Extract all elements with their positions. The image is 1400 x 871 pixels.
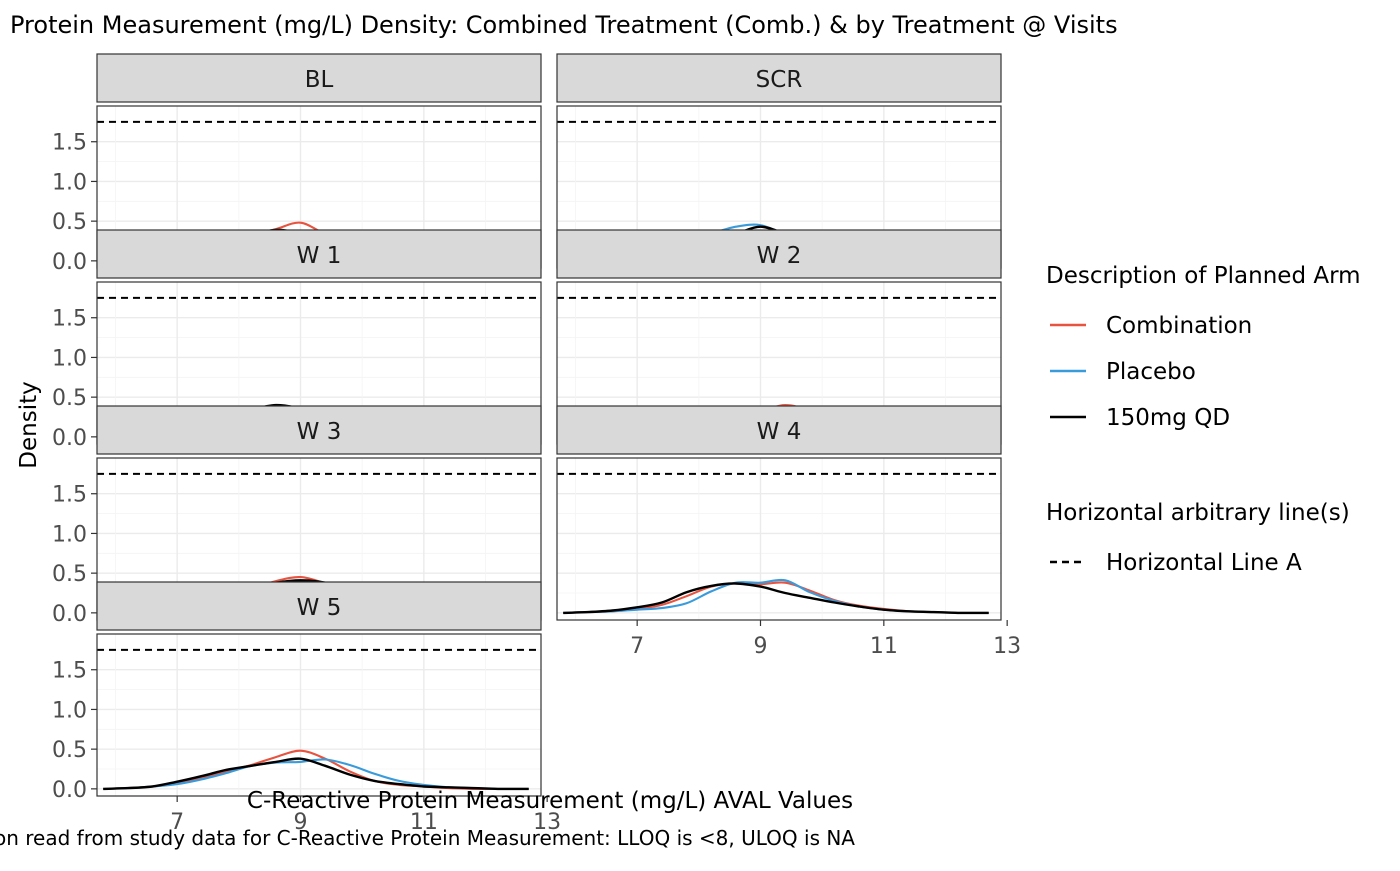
facet-strip xyxy=(96,405,542,455)
y-tick-label: 1.0 xyxy=(52,346,87,371)
panel-border xyxy=(556,457,1002,621)
axes: 0.0 0.5 1.0 1.5 0.0 0.5 1.0 1.5 0.0 0.5 1.0 1.5 0.0 0… xyxy=(52,131,1021,835)
x-tick-label: 9 xyxy=(294,810,308,835)
y-tick-label: 1.5 xyxy=(52,307,87,332)
y-tick-label: 0.0 xyxy=(52,250,87,275)
x-tick-label: 9 xyxy=(754,634,768,659)
x-tick-label: 13 xyxy=(993,634,1021,659)
y-tick-label: 0.5 xyxy=(52,386,87,411)
legend: Description of Planned Arm Combination Pla… xyxy=(1046,263,1361,576)
density-lines xyxy=(103,749,529,791)
facet-strip-label: BL xyxy=(305,67,334,93)
facet-strip-label: W 1 xyxy=(297,243,342,269)
panel-border xyxy=(96,633,542,797)
plot-background xyxy=(557,458,1001,620)
y-tick-label: 1.0 xyxy=(52,170,87,195)
facet-strip xyxy=(556,405,1002,455)
facet-strip-label: W 5 xyxy=(297,595,342,621)
x-tick-label: 11 xyxy=(410,810,438,835)
y-tick-label: 0.0 xyxy=(52,778,87,803)
chart-caption: on read from study data for C-Reactive P… xyxy=(0,826,855,850)
facet-panel-w4: W 4 xyxy=(556,405,1002,621)
facet-strip-label: W 3 xyxy=(297,419,342,445)
facet-strip xyxy=(96,581,542,631)
facet-strip-label: SCR xyxy=(756,67,803,93)
y-tick-label: 0.0 xyxy=(52,426,87,451)
facet-strip-label: W 4 xyxy=(757,419,802,445)
y-tick-label: 1.5 xyxy=(52,659,87,684)
legend-label: Placebo xyxy=(1106,359,1196,385)
y-tick-label: 0.0 xyxy=(52,602,87,627)
facet-strip-label: W 2 xyxy=(757,243,802,269)
x-tick-label: 11 xyxy=(870,634,898,659)
legend-label: 150mg QD xyxy=(1106,405,1230,431)
x-tick-label: 13 xyxy=(533,810,561,835)
y-tick-label: 1.0 xyxy=(52,522,87,547)
legend-title-hline: Horizontal arbitrary line(s) xyxy=(1046,500,1350,526)
x-axis-title: C-Reactive Protein Measurement (mg/L) AV… xyxy=(247,788,853,814)
y-tick-label: 1.5 xyxy=(52,131,87,156)
facet-strip xyxy=(556,229,1002,279)
facet-panels: BL SCR W 1 W 2 W 3 W 4 W 5 xyxy=(96,53,1002,797)
y-tick-label: 1.0 xyxy=(52,698,87,723)
density-lines xyxy=(563,578,989,615)
facet-panel-w5: W 5 xyxy=(96,581,542,797)
y-tick-label: 0.5 xyxy=(52,738,87,763)
y-tick-label: 1.5 xyxy=(52,483,87,508)
plot-background xyxy=(97,634,541,796)
y-tick-label: 0.5 xyxy=(52,210,87,235)
facet-strip xyxy=(556,53,1002,103)
facet-strip xyxy=(96,53,542,103)
x-tick-label: 7 xyxy=(170,810,184,835)
legend-label: Combination xyxy=(1106,313,1252,339)
chart-title: Protein Measurement (mg/L) Density: Comb… xyxy=(10,11,1118,39)
legend-label-hline: Horizontal Line A xyxy=(1106,550,1302,576)
facet-strip xyxy=(96,229,542,279)
y-tick-label: 0.5 xyxy=(52,562,87,587)
x-tick-label: 7 xyxy=(630,634,644,659)
series-line-150mg-qd xyxy=(103,757,529,791)
y-axis-title: Density xyxy=(16,381,42,468)
legend-title-arm: Description of Planned Arm xyxy=(1046,263,1361,289)
series-line-150mg-qd xyxy=(563,582,989,615)
